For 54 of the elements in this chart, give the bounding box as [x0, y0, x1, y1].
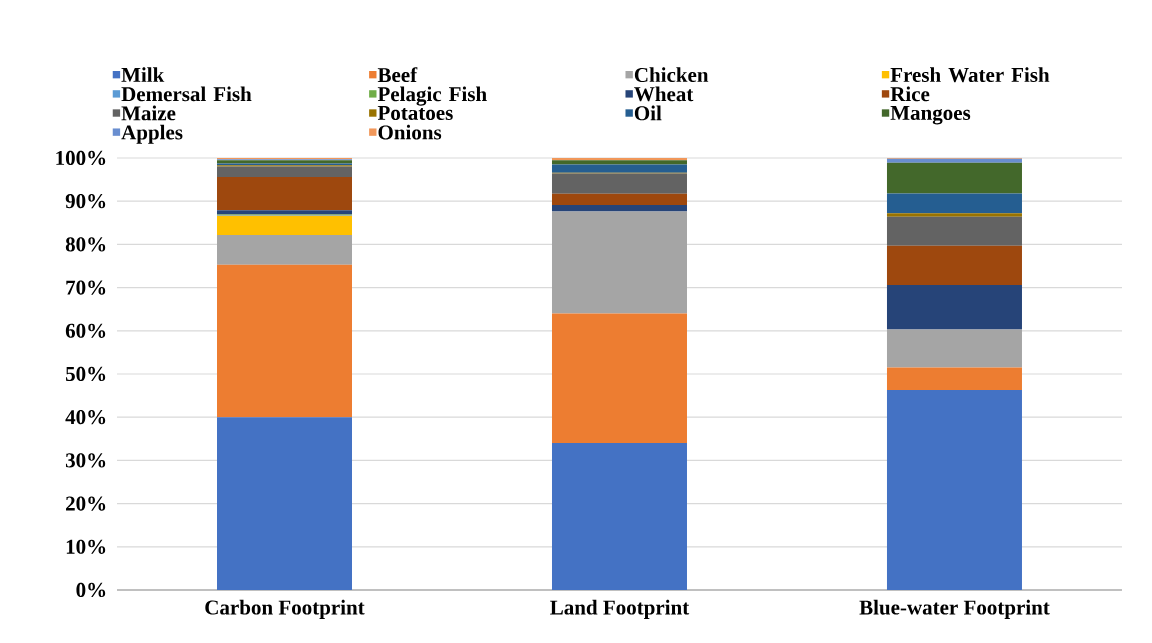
bar [551, 164, 687, 173]
legend-label: Pelagic Fish [377, 86, 487, 106]
bar [551, 205, 687, 212]
x-tick-label: Land Footprint [550, 599, 690, 619]
bar [217, 210, 352, 215]
bar [551, 443, 687, 590]
y-tick-label: 100% [56, 150, 106, 166]
legend-label: Chicken [634, 67, 709, 83]
bar [551, 211, 687, 314]
x-tick-label: Carbon Footprint [205, 599, 365, 619]
bar [886, 367, 1022, 390]
bar [886, 158, 1022, 163]
bar [217, 215, 352, 235]
y-tick-label: 30% [65, 453, 106, 468]
y-tick-label: 20% [66, 496, 106, 511]
bar [217, 264, 352, 418]
bar [551, 160, 687, 165]
y-tick-label: 90% [65, 194, 106, 209]
legend-label: Fresh Water Fish [890, 67, 1050, 83]
y-tick-label: 40% [65, 410, 106, 425]
bar [217, 417, 352, 590]
bar [551, 173, 687, 194]
bar [886, 389, 1022, 590]
bar [886, 213, 1022, 217]
y-tick-label: 80% [65, 237, 106, 252]
legend-label: Milk [121, 67, 165, 82]
bar [886, 329, 1022, 368]
y-tick-label: 70% [66, 280, 106, 295]
bar [217, 234, 352, 265]
legend-label: Demersal Fish [121, 86, 252, 102]
legend-label: Apples [121, 124, 183, 144]
bar [886, 284, 1022, 330]
legend-label: Mangoes [890, 106, 971, 125]
bar [217, 176, 352, 211]
legend-label: Onions [378, 124, 442, 140]
legend-label: Potatoes [377, 106, 453, 120]
bar [551, 313, 687, 444]
legend-label: Oil [634, 105, 662, 121]
y-tick-label: 50% [65, 366, 106, 382]
bar [217, 166, 352, 177]
y-tick-label: 10% [66, 539, 106, 554]
y-tick-label: 0% [76, 582, 106, 598]
bar [886, 216, 1022, 246]
bar [886, 245, 1022, 285]
bar [886, 162, 1022, 194]
bar [886, 193, 1022, 214]
bar [551, 193, 687, 206]
legend-label: Wheat [634, 86, 694, 102]
legend-label: Maize [121, 105, 176, 121]
y-tick-label: 60% [65, 323, 106, 338]
legend-label: Rice [890, 86, 930, 102]
bar [551, 157, 687, 161]
x-tick-label: Blue-water Footprint [859, 599, 1050, 619]
legend-label: Beef [377, 67, 418, 83]
